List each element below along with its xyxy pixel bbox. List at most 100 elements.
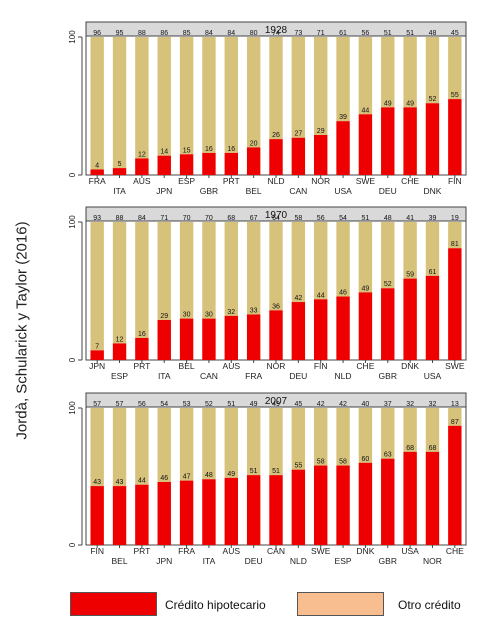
y-tick-label: 100 — [68, 401, 77, 415]
data-label-other: 48 — [429, 30, 437, 37]
data-label-other: 80 — [250, 30, 258, 37]
data-label-mortgage: 32 — [227, 309, 235, 316]
legend-label-mortgage: Crédito hipotecario — [165, 598, 266, 612]
panel-header — [85, 206, 467, 222]
panel-title: 1928 — [265, 25, 288, 36]
bar-other — [358, 408, 373, 463]
data-label-mortgage: 7 — [95, 343, 99, 350]
data-label-mortgage: 87 — [451, 419, 459, 426]
bar-other — [291, 37, 306, 138]
bar-mortgage — [135, 484, 149, 545]
bar-mortgage — [381, 288, 395, 360]
data-label-other: 84 — [205, 30, 213, 37]
bar-mortgage — [179, 480, 194, 545]
x-tick-label: BEL — [246, 186, 262, 196]
data-label-other: 68 — [227, 215, 235, 222]
x-tick-label: JPN — [156, 556, 172, 566]
data-label-other: 67 — [250, 215, 258, 222]
data-label-other: 71 — [160, 215, 168, 222]
bar-mortgage — [202, 318, 216, 360]
bar-mortgage — [179, 318, 194, 360]
bar-other — [269, 37, 283, 140]
bar-mortgage — [403, 107, 417, 175]
data-label-mortgage: 44 — [138, 478, 146, 485]
data-label-mortgage: 81 — [451, 241, 459, 248]
bar-mortgage — [90, 169, 104, 175]
x-tick-label: FRA — [89, 176, 106, 186]
bar-mortgage — [90, 486, 104, 545]
data-label-other: 51 — [406, 30, 414, 37]
bar-mortgage — [112, 343, 127, 360]
data-label-mortgage: 16 — [205, 146, 213, 153]
bar-other — [381, 222, 395, 289]
data-label-other: 96 — [93, 30, 101, 37]
bar-other — [269, 408, 283, 476]
bar-other — [291, 408, 306, 470]
x-tick-label: NOR — [267, 361, 286, 371]
x-tick-label: SWE — [311, 546, 331, 556]
bar-other — [224, 37, 238, 153]
y-tick-label: 0 — [68, 542, 77, 547]
x-tick-label: ESP — [178, 176, 195, 186]
data-label-mortgage: 5 — [118, 161, 122, 168]
x-tick-label: FIN — [448, 176, 462, 186]
bar-other — [358, 222, 373, 293]
y-tick-label: 100 — [68, 30, 77, 44]
data-label-mortgage: 68 — [429, 445, 437, 452]
bar-mortgage — [269, 475, 283, 545]
bar-mortgage — [246, 314, 261, 360]
x-tick-label: FRA — [178, 546, 195, 556]
bar-other — [381, 408, 395, 459]
x-tick-label: GBR — [379, 556, 397, 566]
bar-other — [246, 37, 261, 148]
bar-mortgage — [425, 451, 440, 545]
y-tick-label: 0 — [68, 357, 77, 362]
data-label-other: 49 — [272, 401, 280, 408]
data-label-mortgage: 26 — [272, 132, 280, 139]
x-tick-label: NOR — [311, 176, 330, 186]
bar-other — [403, 37, 417, 108]
x-tick-label: FIN — [90, 546, 104, 556]
data-label-other: 54 — [339, 215, 347, 222]
x-tick-label: PRT — [223, 176, 240, 186]
legend: Crédito hipotecario Otro crédito — [0, 588, 495, 624]
data-label-mortgage: 46 — [160, 475, 168, 482]
x-tick-label: NLD — [290, 556, 307, 566]
data-label-mortgage: 16 — [138, 331, 146, 338]
data-label-mortgage: 55 — [294, 463, 302, 470]
data-label-mortgage: 51 — [272, 468, 280, 475]
panel-header — [85, 392, 467, 408]
data-label-other: 70 — [183, 215, 191, 222]
data-label-mortgage: 44 — [362, 107, 370, 114]
data-label-other: 53 — [183, 401, 191, 408]
bar-other — [246, 222, 261, 315]
data-label-other: 45 — [451, 30, 459, 37]
bar-other — [157, 408, 171, 482]
bar-other — [135, 37, 149, 159]
data-label-other: 88 — [138, 30, 146, 37]
bar-mortgage — [314, 465, 328, 545]
data-label-other: 13 — [451, 401, 459, 408]
legend-swatch-mortgage — [70, 592, 157, 616]
x-tick-label: USA — [424, 371, 442, 381]
data-label-mortgage: 14 — [160, 149, 168, 156]
data-label-other: 40 — [362, 401, 370, 408]
data-label-mortgage: 43 — [93, 479, 101, 486]
data-label-other: 86 — [160, 30, 168, 37]
bar-other — [135, 408, 149, 485]
y-tick-label: 100 — [68, 215, 77, 229]
x-tick-label: USA — [334, 186, 352, 196]
bar-mortgage — [224, 477, 238, 545]
data-label-other: 61 — [339, 30, 347, 37]
bar-other — [314, 408, 328, 466]
bar-mortgage — [358, 462, 373, 545]
data-label-other: 39 — [429, 215, 437, 222]
x-tick-label: ESP — [111, 371, 128, 381]
x-tick-label: DNK — [423, 186, 441, 196]
bar-mortgage — [314, 299, 328, 360]
bar-mortgage — [425, 103, 440, 175]
bar-mortgage — [448, 99, 462, 175]
bar-mortgage — [336, 296, 350, 360]
data-label-other: 48 — [384, 215, 392, 222]
bar-other — [448, 408, 462, 426]
